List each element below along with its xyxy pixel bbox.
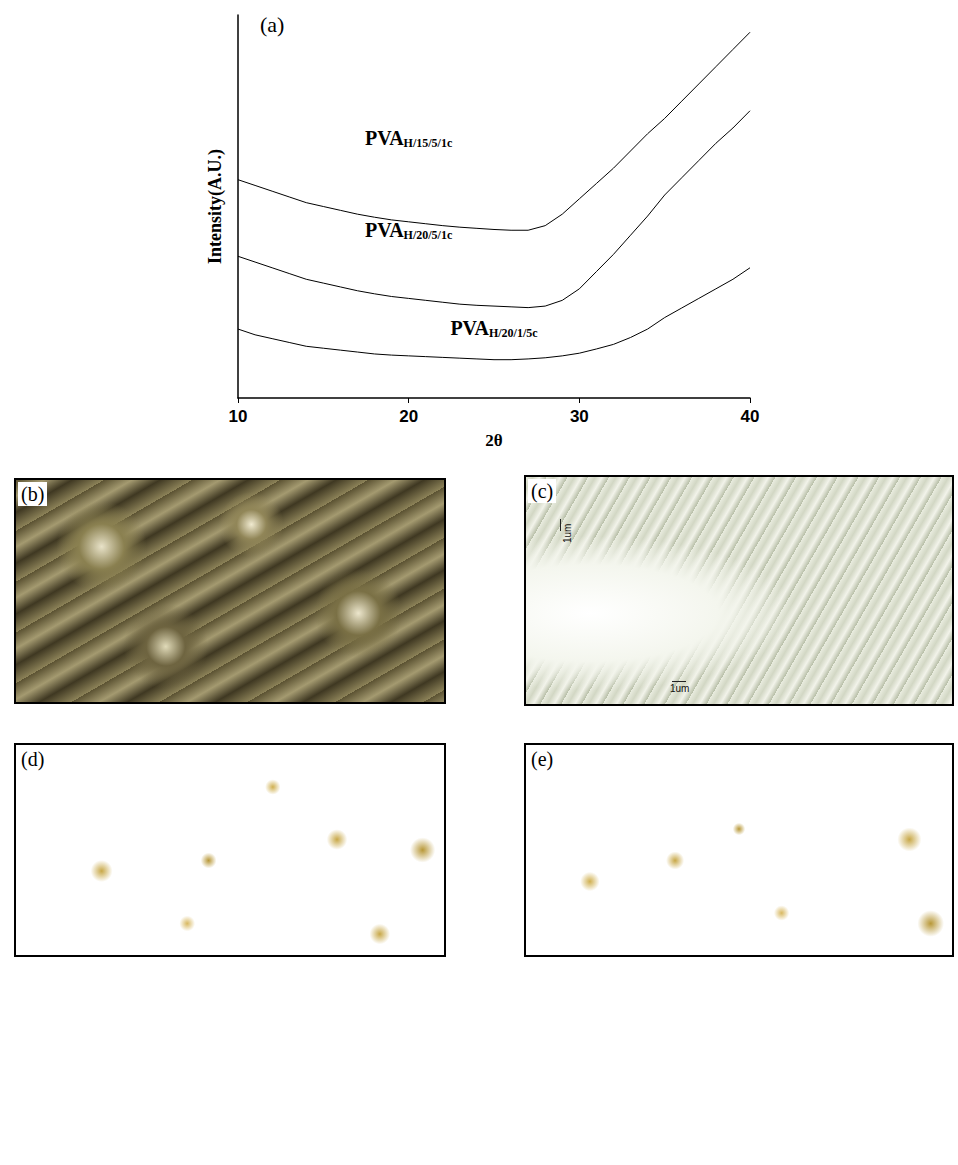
html-text:(c): (c): [531, 480, 554, 502]
svg-text:(a): (a): [260, 12, 284, 37]
svg-text:30: 30: [570, 407, 589, 426]
svg-text:10: 10: [229, 407, 248, 426]
html-text:(b): (b): [21, 483, 45, 505]
svg-text:40: 40: [741, 407, 760, 426]
svg-text:20: 20: [399, 407, 418, 426]
svg-text:H/20/5/1c: H/20/5/1c: [404, 228, 453, 242]
html-text:1um: 1um: [562, 523, 573, 543]
svg-text:Intensity(A.U.): Intensity(A.U.): [205, 149, 226, 264]
svg-text:PVA: PVA: [365, 219, 404, 241]
svg-text:PVA: PVA: [450, 317, 489, 339]
html-text:1um: 1um: [670, 683, 690, 694]
svg-text:H/20/1/5c: H/20/1/5c: [489, 326, 538, 340]
html-text:(e): (e): [531, 748, 554, 770]
svg-text:PVA: PVA: [365, 127, 404, 149]
svg-text:H/15/5/1c: H/15/5/1c: [404, 136, 453, 150]
html-text:(d): (d): [21, 748, 45, 770]
svg-text:2θ: 2θ: [485, 431, 503, 450]
